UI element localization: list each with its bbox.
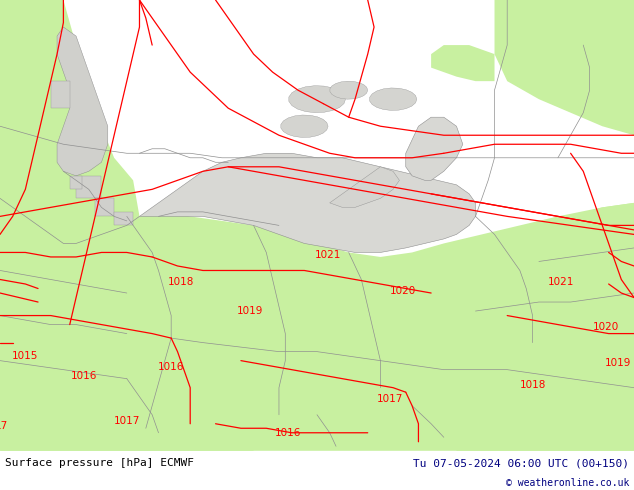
Text: 1019: 1019: [237, 306, 264, 316]
Polygon shape: [51, 81, 70, 108]
Text: 17: 17: [0, 421, 8, 431]
Polygon shape: [281, 115, 328, 138]
Text: 1016: 1016: [275, 428, 302, 438]
Text: 1016: 1016: [70, 371, 97, 381]
Polygon shape: [57, 27, 108, 176]
Polygon shape: [114, 212, 133, 225]
Polygon shape: [70, 176, 82, 189]
Text: Surface pressure [hPa] ECMWF: Surface pressure [hPa] ECMWF: [5, 458, 194, 468]
Text: 1018: 1018: [519, 380, 546, 391]
Text: 1021: 1021: [548, 277, 574, 287]
Polygon shape: [0, 36, 38, 90]
Text: 1015: 1015: [12, 351, 39, 361]
Text: 1018: 1018: [167, 277, 194, 287]
Text: 1020: 1020: [592, 322, 619, 332]
Text: 1021: 1021: [315, 250, 342, 260]
Polygon shape: [431, 45, 495, 81]
Polygon shape: [0, 203, 634, 451]
Text: 1017: 1017: [113, 416, 140, 426]
Polygon shape: [370, 88, 417, 110]
Polygon shape: [76, 176, 101, 198]
Polygon shape: [456, 203, 634, 451]
Text: 1019: 1019: [605, 358, 631, 368]
Polygon shape: [95, 198, 114, 217]
Polygon shape: [139, 153, 476, 252]
Text: 1016: 1016: [158, 363, 184, 372]
Text: © weatheronline.co.uk: © weatheronline.co.uk: [505, 478, 629, 488]
Text: 1020: 1020: [389, 286, 416, 296]
Polygon shape: [289, 86, 346, 113]
Polygon shape: [330, 81, 368, 99]
Text: Tu 07-05-2024 06:00 UTC (00+150): Tu 07-05-2024 06:00 UTC (00+150): [413, 458, 629, 468]
Polygon shape: [330, 167, 399, 207]
Polygon shape: [0, 0, 254, 451]
Polygon shape: [406, 117, 463, 180]
Polygon shape: [495, 0, 634, 135]
Text: 1017: 1017: [377, 394, 403, 404]
